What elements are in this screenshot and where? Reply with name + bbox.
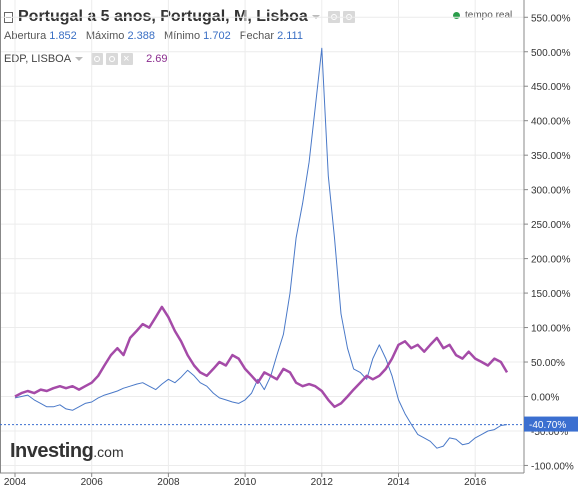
high-value: 2.388 [127, 30, 155, 42]
comparison-legend: EDP, LISBOA 2.69 [4, 51, 167, 67]
y-tick-label: 200.00% [531, 255, 571, 266]
y-tick-label: 100.00% [531, 324, 571, 335]
logo-domain-text: .com [93, 444, 124, 460]
y-tick-label: 50.00% [531, 358, 565, 369]
current-value-tag [524, 416, 578, 432]
comparison-value: 2.69 [146, 53, 168, 65]
low-value: 1.702 [203, 30, 231, 42]
chart-title: Portugal a 5 anos, Portugal, M, Lisboa [18, 8, 308, 25]
y-tick-label: 250.00% [531, 220, 571, 231]
y-tick-label: 0.00% [531, 393, 559, 404]
bond-yield-series-line [14, 47, 508, 449]
x-tick-label: 2016 [464, 477, 487, 488]
remove-comparison-icon[interactable] [121, 53, 134, 65]
chart-header: Portugal a 5 anos, Portugal, M, Lisboa [4, 6, 358, 28]
comparison-settings-icon[interactable] [106, 53, 119, 65]
low-label: Mínimo [164, 30, 201, 42]
close-value: 2.111 [277, 30, 303, 42]
y-tick-label: 350.00% [531, 151, 571, 162]
realtime-label: tempo real [465, 10, 513, 21]
y-tick-label: -100.00% [531, 461, 574, 472]
comparison-name: EDP, LISBOA [4, 53, 72, 65]
y-tick-label: 550.00% [531, 13, 571, 24]
close-label: Fechar [239, 30, 274, 42]
logo-main-text: Investing [10, 440, 94, 462]
y-tick-label: 500.00% [531, 48, 571, 59]
y-tick-label: 450.00% [531, 82, 571, 93]
y-tick-label: -50.00% [531, 427, 568, 438]
current-value-label: -40.70% [529, 420, 566, 431]
y-tick-label: 400.00% [531, 117, 571, 128]
visibility-icon[interactable] [91, 53, 104, 65]
x-tick-label: 2008 [157, 477, 180, 488]
x-tick-label: 2014 [387, 477, 410, 488]
y-tick-label: 300.00% [531, 186, 571, 197]
high-label: Máximo [85, 30, 125, 42]
x-tick-label: 2012 [311, 477, 334, 488]
open-value: 1.852 [49, 30, 77, 42]
investing-logo: Investing .com [10, 440, 124, 463]
realtime-indicator: tempo real [453, 10, 512, 21]
x-tick-label: 2004 [4, 477, 27, 488]
x-tick-label: 2006 [81, 477, 104, 488]
y-tick-label: 150.00% [531, 289, 571, 300]
x-tick-label: 2010 [234, 477, 257, 488]
edp-series-line [14, 305, 509, 409]
comparison-dropdown-icon[interactable] [75, 57, 84, 61]
realtime-dot-icon [453, 12, 460, 19]
